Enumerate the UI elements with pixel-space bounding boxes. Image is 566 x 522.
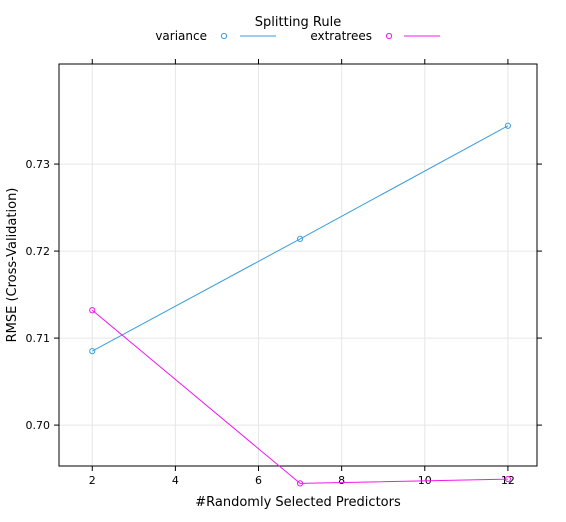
x-tick-label: 12 xyxy=(501,474,515,487)
x-tick-label: 8 xyxy=(338,474,345,487)
axis-layer: 2 4 6 8 10 120.700.710.720.73 xyxy=(26,59,543,487)
plot-frame xyxy=(59,64,537,466)
x-tick-label: 2 xyxy=(89,474,96,487)
legend: Splitting Rule variance extratrees xyxy=(155,15,440,43)
legend-marker-variance xyxy=(221,33,226,38)
legend-marker-extratrees xyxy=(386,33,391,38)
series-line-extratrees xyxy=(92,310,508,483)
legend-label-variance: variance xyxy=(155,29,207,43)
legend-title: Splitting Rule xyxy=(255,15,341,30)
legend-label-extratrees: extratrees xyxy=(310,29,372,43)
series-line-variance xyxy=(92,126,508,351)
y-tick-label: 0.71 xyxy=(26,332,51,345)
grid-layer xyxy=(59,64,537,466)
x-tick-label: 6 xyxy=(255,474,262,487)
y-axis-label: RMSE (Cross-Validation) xyxy=(5,188,20,343)
x-tick-label: 4 xyxy=(172,474,179,487)
x-axis-label: #Randomly Selected Predictors xyxy=(195,495,401,510)
y-tick-label: 0.70 xyxy=(26,419,51,432)
y-tick-label: 0.73 xyxy=(26,158,51,171)
series-layer xyxy=(90,123,511,486)
y-tick-label: 0.72 xyxy=(26,245,51,258)
